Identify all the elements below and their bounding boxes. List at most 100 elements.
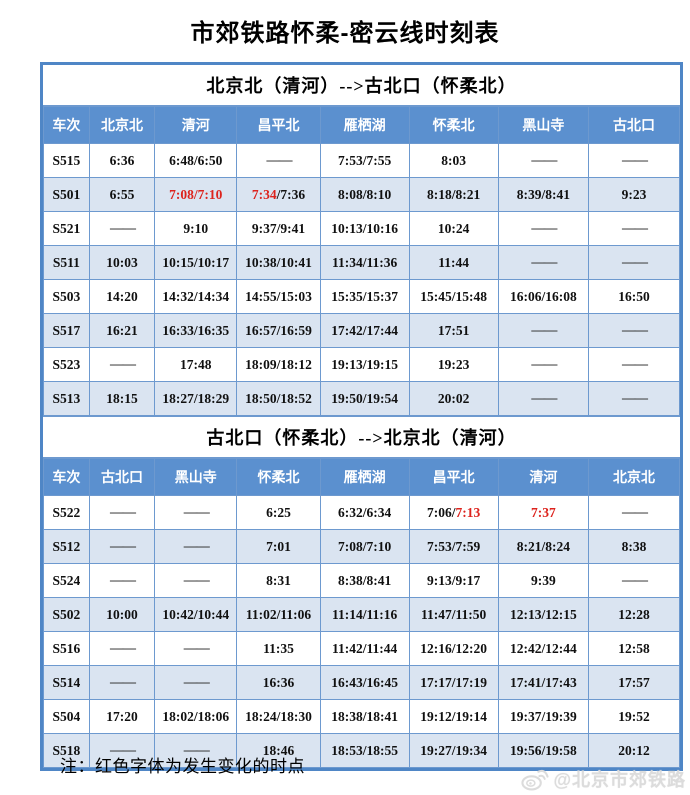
time-cell: 7:53/7:59: [408, 529, 499, 564]
time-cell: 18:15: [88, 381, 156, 416]
table-row: S513 18:15 18:27/18:29 18:50/18:52 19:50/19:…: [43, 381, 681, 416]
column-header-row: 车次 古北口 黑山寺 怀柔北 雁栖湖 昌平北 清河 北京北: [43, 458, 681, 496]
time-cell: 9:23: [587, 177, 681, 212]
time-cell: 12:58: [587, 631, 681, 666]
time-cell: 19:37/19:39: [497, 699, 589, 734]
time-cell: 9:13/9:17: [408, 563, 499, 598]
train-number: S504: [43, 699, 90, 734]
time-cell: 10:24: [408, 211, 499, 246]
time-cell: 6:48/6:50: [154, 143, 238, 178]
changed-time: 7:37: [530, 504, 556, 520]
table-row: S502 10:00 10:42/10:44 11:02/11:06 11:14/11:…: [43, 597, 681, 632]
time-cell: 8:38/8:41: [319, 563, 410, 598]
column-header: 黑山寺: [497, 106, 589, 144]
time-cell: 9:10: [154, 211, 238, 246]
changed-time: 7:08/7:10: [169, 186, 223, 202]
time-cell: 7:37: [497, 495, 589, 530]
time-cell: 15:35/15:37: [319, 279, 410, 314]
column-header: 昌平北: [408, 458, 499, 496]
time-cell: ——: [88, 631, 156, 666]
direction-header: 北京北（清河）-->古北口（怀柔北）: [43, 65, 680, 106]
time-cell: 19:52: [587, 699, 681, 734]
time-cell: 8:21/8:24: [497, 529, 589, 564]
time-cell: 17:42/17:44: [319, 313, 410, 348]
column-header: 车次: [43, 458, 90, 496]
time-cell: ——: [154, 631, 238, 666]
column-header-row: 车次 北京北 清河 昌平北 雁栖湖 怀柔北 黑山寺 古北口: [43, 106, 681, 144]
train-number: S513: [43, 381, 90, 416]
time-cell: ——: [587, 381, 681, 416]
time-cell: 14:32/14:34: [154, 279, 238, 314]
timetable-inbound: 车次 古北口 黑山寺 怀柔北 雁栖湖 昌平北 清河 北京北 S522 —— —— 6:25 6:32/6…: [43, 458, 681, 768]
time-cell: ——: [497, 245, 589, 280]
table-row: S514 —— —— 16:36 16:43/16:45 17:17/17:19 17:41…: [43, 665, 681, 700]
time-cell: 18:24/18:30: [236, 699, 321, 734]
table-row: S524 —— —— 8:31 8:38/8:41 9:13/9:17 9:39 ——: [43, 563, 681, 598]
time-cell: 9:37/9:41: [236, 211, 321, 246]
time-cell: 14:20: [88, 279, 156, 314]
time-cell: ——: [88, 563, 156, 598]
column-header: 怀柔北: [408, 106, 499, 144]
time-cell: 8:38: [587, 529, 681, 564]
time-cell: 8:08/8:10: [319, 177, 410, 212]
time-cell: 12:16/12:20: [408, 631, 499, 666]
time-cell: 10:42/10:44: [154, 597, 238, 632]
timetable-outbound: 车次 北京北 清河 昌平北 雁栖湖 怀柔北 黑山寺 古北口 S515 6:36 6:48/6:50—…: [43, 106, 681, 416]
time-cell: ——: [497, 211, 589, 246]
time-cell: 10:38/10:41: [236, 245, 321, 280]
time-cell: 8:31: [236, 563, 321, 598]
train-number: S511: [43, 245, 90, 280]
time-cell: 18:53/18:55: [319, 733, 410, 768]
time-cell: 11:14/11:16: [319, 597, 410, 632]
column-header: 清河: [154, 106, 238, 144]
time-cell: ——: [88, 665, 156, 700]
column-header: 怀柔北: [236, 458, 321, 496]
train-number: S524: [43, 563, 90, 598]
time-cell: 8:03: [408, 143, 499, 178]
watermark-handle: @北京市郊铁路: [553, 769, 686, 790]
watermark: @北京市郊铁路: [519, 765, 686, 792]
table-row: S503 14:20 14:32/14:34 14:55/15:03 15:35/15:…: [43, 279, 681, 314]
table-row: S512 —— —— 7:01 7:08/7:10 7:53/7:59 8:21/8:24 8…: [43, 529, 681, 564]
time-cell: 6:36: [88, 143, 156, 178]
column-header: 北京北: [587, 458, 681, 496]
time-cell: 19:50/19:54: [319, 381, 410, 416]
column-header: 黑山寺: [154, 458, 238, 496]
time-cell: ——: [88, 529, 156, 564]
time-cell: 14:55/15:03: [236, 279, 321, 314]
time-cell: 16:57/16:59: [236, 313, 321, 348]
timetable-container: 北京北（清河）-->古北口（怀柔北） 车次 北京北 清河 昌平北 雁栖湖 怀柔北 黑山寺 古北口…: [40, 62, 683, 771]
time-cell: 11:42/11:44: [319, 631, 410, 666]
train-number: S517: [43, 313, 90, 348]
time-cell: 19:12/19:14: [408, 699, 499, 734]
time-cell: ——: [497, 347, 589, 382]
time-cell: 12:28: [587, 597, 681, 632]
table-row: S518 —— —— 18:46 18:53/18:55 19:27/19:34 19:56…: [43, 733, 681, 768]
time-cell: 17:57: [587, 665, 681, 700]
time-cell: 6:55: [88, 177, 156, 212]
table-row: S511 10:03 10:15/10:17 10:38/10:41 11:34/11:…: [43, 245, 681, 280]
table-row: S522 —— —— 6:25 6:32/6:34 7:06/7:13 7:37 ——: [43, 495, 681, 530]
time-cell: 6:25: [236, 495, 321, 530]
column-header: 雁栖湖: [319, 106, 410, 144]
time-cell: 16:36: [236, 665, 321, 700]
time-part: /7:36: [276, 186, 306, 202]
time-cell: ——: [236, 143, 321, 178]
column-header: 古北口: [587, 106, 681, 144]
direction-header: 古北口（怀柔北）-->北京北（清河）: [43, 416, 680, 458]
table-row: S523 —— 17:48 18:09/18:12 19:13/19:15 19:23 ——…: [43, 347, 681, 382]
time-cell: 18:27/18:29: [154, 381, 238, 416]
time-cell: ——: [154, 733, 238, 768]
train-number: S521: [43, 211, 90, 246]
time-cell: 20:02: [408, 381, 499, 416]
time-cell: 18:46: [236, 733, 321, 768]
changed-time: 7:13: [455, 504, 481, 520]
time-cell: 7:34/7:36: [236, 177, 321, 212]
time-cell: 6:32/6:34: [319, 495, 410, 530]
time-cell: 11:47/11:50: [408, 597, 499, 632]
time-cell: 19:13/19:15: [319, 347, 410, 382]
time-cell: ——: [88, 211, 156, 246]
footnote: 注：红色字体为发生变化的时点: [60, 757, 305, 776]
time-cell: 10:03: [88, 245, 156, 280]
time-cell: 7:01: [236, 529, 321, 564]
